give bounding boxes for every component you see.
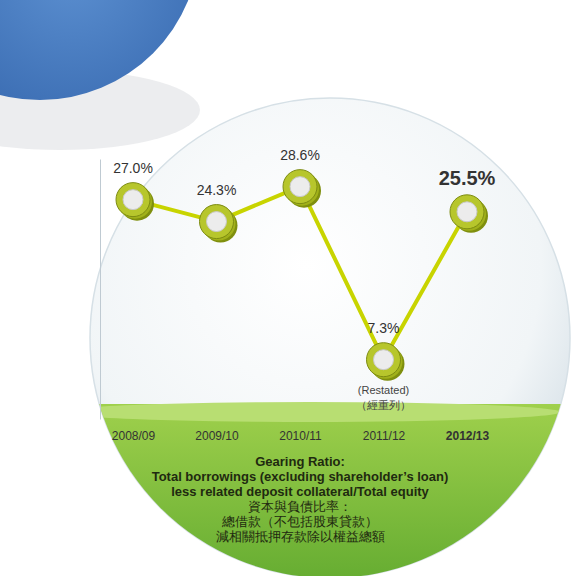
title: Gearing Ratio: bbox=[255, 454, 345, 469]
annotation: （經重列） bbox=[356, 399, 411, 411]
data-label: 7.3% bbox=[368, 320, 400, 336]
ground-fill bbox=[90, 404, 570, 576]
x-tick-label: 2010/11 bbox=[279, 429, 322, 443]
x-tick: 2011/12 bbox=[363, 429, 406, 443]
x-tick-label: 2009/10 bbox=[195, 429, 239, 443]
chart: 27.0% 24.3% 28.6% 7.3% 25.5% (Restated) （經重列） 2… bbox=[0, 0, 585, 576]
coin-center bbox=[123, 190, 143, 210]
x-axis: 2008/09 2009/10 2010/11 2011/12 2012/13 bbox=[112, 429, 490, 443]
marker bbox=[367, 343, 405, 381]
data-label: 25.5% bbox=[439, 167, 496, 189]
coin-center bbox=[290, 177, 310, 197]
y-axis-line bbox=[100, 160, 101, 420]
subtitle: 減相關抵押存款除以權益總額 bbox=[216, 529, 385, 544]
coin-center bbox=[207, 212, 227, 232]
coin-center bbox=[374, 350, 394, 370]
ground bbox=[60, 402, 570, 576]
x-tick: 2010/11 bbox=[279, 429, 322, 443]
subtitle: 資本與負債比率： bbox=[248, 499, 352, 514]
data-label: 27.0% bbox=[113, 160, 153, 176]
data-label: 28.6% bbox=[280, 147, 320, 163]
x-tick-label: 2012/13 bbox=[446, 429, 490, 443]
x-tick-label: 2011/12 bbox=[363, 429, 406, 443]
coin-face bbox=[450, 195, 484, 229]
coin-center bbox=[457, 202, 477, 222]
x-tick: 2012/13 bbox=[446, 429, 490, 443]
blue-decoration bbox=[0, 0, 200, 100]
subtitle: Total borrowings (excluding shareholder’… bbox=[152, 469, 449, 484]
marker bbox=[200, 205, 238, 243]
coin-face bbox=[116, 183, 150, 217]
platform bbox=[60, 402, 560, 422]
marker bbox=[450, 195, 488, 233]
x-tick: 2008/09 bbox=[112, 429, 156, 443]
coin-face bbox=[283, 170, 317, 204]
line bbox=[133, 187, 467, 360]
data-label: 24.3% bbox=[197, 182, 237, 198]
coin-face bbox=[367, 343, 401, 377]
subtitle: 總借款（不包括股東貸款） bbox=[221, 514, 378, 529]
subtitle: less related deposit collateral/Total eq… bbox=[171, 484, 429, 499]
plot-area bbox=[116, 170, 488, 381]
x-tick: 2009/10 bbox=[195, 429, 239, 443]
annotation: (Restated) bbox=[358, 384, 409, 396]
x-tick-label: 2008/09 bbox=[112, 429, 156, 443]
marker bbox=[116, 183, 154, 221]
marker bbox=[283, 170, 321, 208]
y-axis bbox=[100, 160, 101, 420]
coin-face bbox=[200, 205, 234, 239]
